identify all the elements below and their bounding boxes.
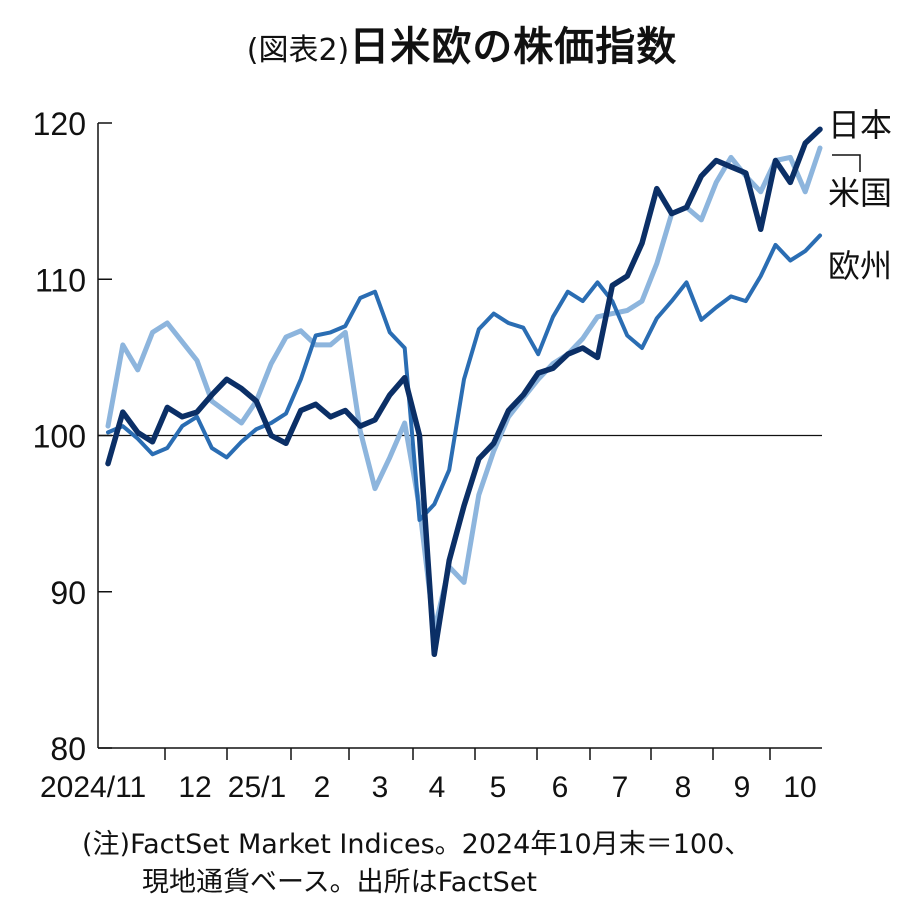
x-tick-label: 2024/11 [40,771,146,804]
y-tick-label: 120 [33,106,86,142]
series-label-leader [832,154,861,172]
x-tick-label: 8 [675,771,692,804]
series-label-us: 米国 [828,174,892,212]
x-tick-label: 7 [612,771,629,804]
series-line-europe [106,233,822,522]
x-tick-label: 4 [429,771,446,804]
chart-title-prefix: (図表2) [246,33,350,68]
y-tick-label: 80 [50,731,86,767]
series-lines [105,126,823,658]
x-tick-label: 12 [178,771,211,804]
x-tick-label: 9 [734,771,751,804]
y-tick-label: 100 [33,419,86,455]
footnote-line-2: 現地通貨ベース。出所はFactSet [142,867,538,898]
x-tick-label: 6 [552,771,569,804]
series-line-us [105,145,823,634]
x-tick-label: 5 [490,771,507,804]
series-label-europe: 欧州 [828,247,892,285]
x-tick-label: 10 [783,771,816,804]
x-tick-label: 25/1 [228,771,286,804]
series-line-japan [105,126,823,658]
series-label-japan: 日本 [828,106,892,144]
chart-title-main: 日米欧の株価指数 [349,24,678,70]
footnote-line-1: (注)FactSet Market Indices。2024年10月末＝100、 [82,829,752,860]
x-tick-label: 3 [372,771,389,804]
chart-title: (図表2)日米欧の株価指数 [0,14,924,72]
x-tick-label: 2 [314,771,331,804]
y-tick-label: 110 [35,262,86,298]
chart-axes: 80 90 100 110 120 2024/11 12 25/1 2 3 4 5 6 7 8 9 10 [33,106,822,804]
y-tick-label: 90 [50,575,86,611]
